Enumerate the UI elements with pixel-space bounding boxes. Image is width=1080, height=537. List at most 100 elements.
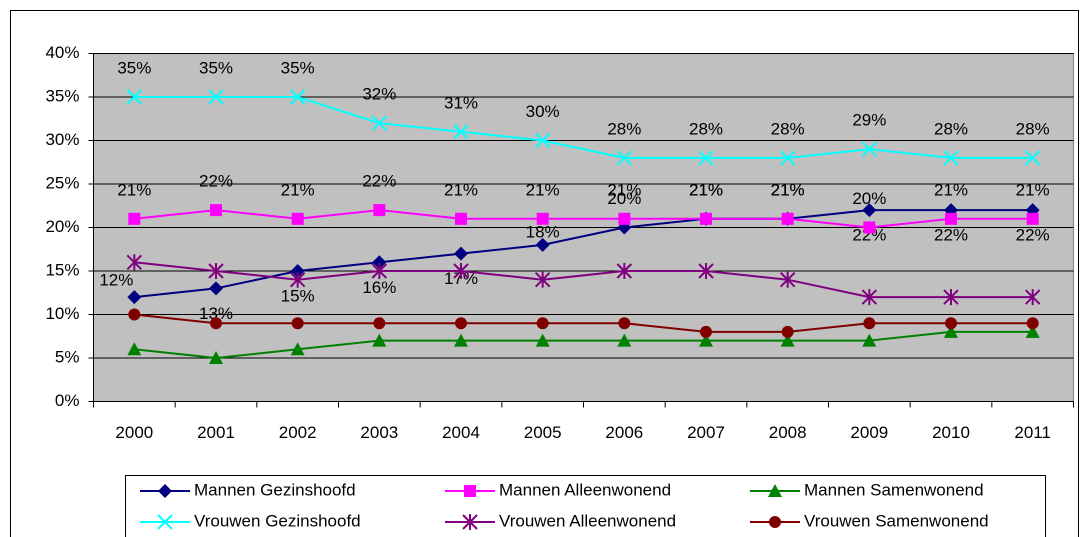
series-line <box>134 313 1033 333</box>
legend-label: Vrouwen Alleenwonend <box>499 511 676 530</box>
legend-label: Mannen Gezinshoofd <box>194 480 356 499</box>
data-label: 21% <box>281 180 315 199</box>
x-tick-label: 2005 <box>524 423 562 442</box>
data-point <box>616 263 633 279</box>
data-point <box>209 351 223 364</box>
legend-marker <box>158 484 172 498</box>
data-point <box>1026 212 1039 225</box>
data-label: 21% <box>444 180 478 199</box>
data-point <box>289 271 306 288</box>
legend-label: Mannen Samenwonend <box>804 480 984 499</box>
series-line <box>134 330 1033 360</box>
data-point <box>863 317 876 330</box>
data-point <box>616 150 633 166</box>
data-point <box>534 271 551 288</box>
x-tick-label: 2008 <box>769 423 807 442</box>
data-label: 32% <box>362 85 396 104</box>
data-label: 13% <box>199 304 233 323</box>
data-point <box>945 212 957 225</box>
data-label: 22% <box>852 226 886 245</box>
data-point <box>291 212 304 225</box>
data-point <box>536 317 549 330</box>
y-tick-label: 25% <box>45 173 79 192</box>
data-point <box>372 255 387 270</box>
x-tick-label: 2001 <box>197 423 235 442</box>
data-label: 21% <box>934 180 968 199</box>
data-point <box>373 317 386 330</box>
data-label: 28% <box>607 119 641 138</box>
data-label: 29% <box>852 111 886 130</box>
data-point <box>861 289 878 306</box>
data-point <box>943 289 959 306</box>
data-point <box>618 212 631 225</box>
series-line <box>134 96 1033 159</box>
data-label: 12% <box>99 271 133 290</box>
data-label: 18% <box>526 222 560 241</box>
data-point <box>943 150 959 166</box>
data-label: 35% <box>281 58 315 77</box>
x-tick-label: 2007 <box>687 423 725 442</box>
data-point <box>126 89 143 105</box>
data-point <box>208 89 224 105</box>
data-point <box>700 325 712 338</box>
data-point <box>781 325 794 338</box>
legend-marker <box>464 485 476 497</box>
data-point <box>208 263 224 279</box>
legend-marker <box>769 516 781 528</box>
data-point <box>455 212 467 225</box>
data-label: 21% <box>526 180 560 199</box>
data-label: 35% <box>199 58 233 77</box>
y-tick-label: 20% <box>45 217 79 236</box>
data-label: 21% <box>771 180 805 199</box>
series-line <box>134 209 1033 229</box>
y-tick-label: 35% <box>45 86 79 105</box>
data-point <box>1024 289 1041 306</box>
y-tick-label: 10% <box>45 304 79 323</box>
data-point <box>290 264 305 278</box>
data-point <box>534 132 551 149</box>
x-tick-label: 2003 <box>360 423 398 442</box>
x-tick-label: 2000 <box>115 423 153 442</box>
data-label: 15% <box>281 286 315 305</box>
data-label: 22% <box>199 172 233 191</box>
data-label: 28% <box>689 119 723 138</box>
data-label: 30% <box>526 102 560 121</box>
data-point <box>453 124 469 140</box>
data-point <box>862 333 877 347</box>
series-line <box>134 261 1033 299</box>
data-point <box>617 333 632 347</box>
data-label: 16% <box>362 278 396 297</box>
data-label: 20% <box>852 189 886 208</box>
data-point <box>128 308 141 321</box>
data-label: 22% <box>1016 226 1050 245</box>
data-point <box>128 212 141 225</box>
data-label: 21% <box>771 180 805 199</box>
data-label: 22% <box>362 172 396 191</box>
x-tick-label: 2010 <box>932 423 970 442</box>
data-label: 28% <box>1016 119 1050 138</box>
data-point <box>371 115 388 131</box>
data-point <box>861 141 878 157</box>
data-point <box>698 263 714 279</box>
legend-label: Vrouwen Samenwonend <box>804 511 989 530</box>
data-point <box>453 263 469 279</box>
data-point <box>289 89 306 105</box>
legend-label: Mannen Alleenwonend <box>499 480 671 499</box>
data-point <box>535 237 550 252</box>
data-point <box>698 150 714 166</box>
x-tick-label: 2002 <box>279 423 317 442</box>
x-tick-label: 2004 <box>442 423 480 442</box>
data-point <box>779 271 796 288</box>
data-label: 21% <box>689 180 723 199</box>
data-point <box>454 246 468 261</box>
data-point <box>863 221 876 234</box>
data-point <box>700 212 712 225</box>
legend <box>125 475 1046 537</box>
data-point <box>373 204 386 217</box>
data-point <box>1026 317 1039 330</box>
data-point <box>944 324 958 338</box>
data-point <box>372 333 387 347</box>
data-label: 21% <box>607 180 641 199</box>
data-label: 31% <box>444 93 478 112</box>
